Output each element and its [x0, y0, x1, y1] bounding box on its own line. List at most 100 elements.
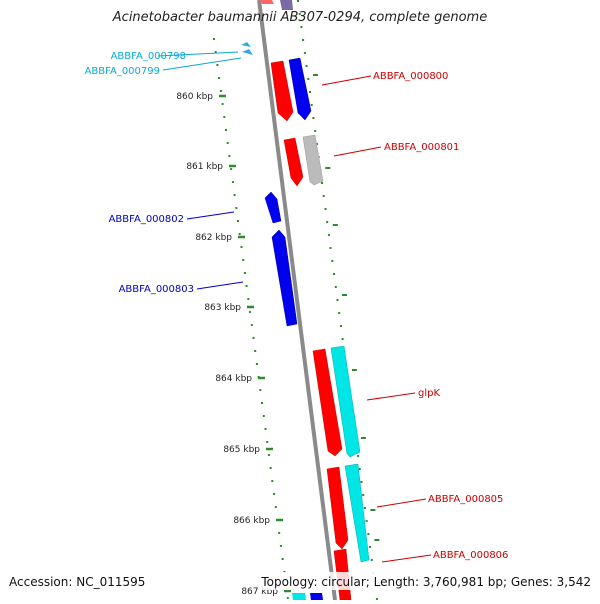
feature-cds-000805-red — [326, 466, 349, 550]
outer-tick-dot — [333, 273, 335, 275]
feature-cds-000803 — [271, 229, 298, 327]
outer-tick-dot — [365, 520, 368, 522]
feature-cds-top-purple — [280, 0, 293, 10]
outer-tick-dot — [339, 325, 342, 327]
outer-tick-dot — [363, 507, 366, 509]
gene-leader-line — [366, 392, 416, 401]
feature-cds-000801-red — [283, 137, 304, 187]
inner-tick-dot — [262, 415, 265, 417]
genome-summary-text: Topology: circular; Length: 3,760,981 bp… — [261, 575, 591, 589]
inner-tick-dot — [254, 350, 257, 352]
outer-tick-dot — [297, 0, 299, 2]
kbp-label: 863 kbp — [204, 303, 241, 313]
map-title: Acinetobacter baumannii AB307-0294, comp… — [112, 10, 488, 25]
outer-tick-dot — [310, 104, 313, 106]
outer-tick-dot — [331, 260, 334, 262]
gene-leader-line — [186, 211, 235, 220]
accession-text: Accession: NC_011595 — [9, 575, 146, 589]
outer-tick-dot — [336, 299, 339, 301]
kbp-label: 864 kbp — [215, 374, 252, 384]
outer-tick-dot — [303, 52, 306, 54]
outer-tick-dot — [358, 468, 361, 470]
feature-cds-000805-cyan — [344, 463, 370, 563]
inner-tick-dot — [216, 64, 219, 66]
feature-cds-glpK-red — [312, 348, 343, 457]
kbp-label: 867 kbp — [241, 587, 278, 597]
feature-cds-000800-red — [270, 60, 294, 122]
outer-tick-dot — [327, 234, 330, 236]
inner-tick-dot — [219, 90, 222, 92]
gene-label: ABBFA_000801 — [384, 142, 459, 153]
kbp-label: 862 kbp — [195, 233, 232, 243]
inner-tick-dot — [278, 532, 281, 534]
inner-tick-dots — [213, 38, 289, 599]
outer-tick-dot — [360, 481, 363, 483]
genome-backbone — [257, 0, 337, 601]
gene-label: ABBFA_000799 — [85, 66, 160, 77]
inner-tick-dot — [274, 506, 277, 508]
inner-tick-dot — [230, 168, 233, 170]
gene-leader-line — [376, 498, 427, 508]
inner-tick-dot — [249, 311, 251, 313]
inner-tick-dot — [214, 51, 217, 53]
outer-tick-dot — [307, 78, 310, 80]
inner-tick-dot — [245, 285, 248, 287]
gene-label: ABBFA_000805 — [428, 494, 503, 505]
gene-label: ABBFA_000798 — [111, 51, 186, 62]
kbp-label: 861 kbp — [186, 162, 223, 172]
inner-tick-dot — [235, 207, 238, 209]
kbp-label: 860 kbp — [176, 92, 213, 102]
outer-tick-dot — [300, 26, 303, 28]
inner-tick-dot — [242, 259, 245, 261]
inner-tick-dot — [233, 194, 236, 196]
gene-label: ABBFA_000803 — [119, 284, 194, 295]
inner-tick-dot — [240, 246, 243, 248]
outer-tick-dot — [369, 546, 372, 548]
outer-tick-dot — [298, 13, 301, 15]
outer-tick-dot — [329, 247, 332, 249]
inner-tick-dot — [223, 116, 226, 118]
outer-tick-dot — [321, 182, 323, 184]
inner-tick-dot — [228, 155, 231, 157]
outer-tick-dot — [312, 117, 315, 119]
gene-leader-line — [333, 146, 382, 157]
gene-label: ABBFA_000800 — [373, 71, 448, 82]
kbp-label: 865 kbp — [223, 445, 260, 455]
inner-tick-dot — [250, 324, 253, 326]
inner-tick-dot — [267, 454, 270, 456]
outer-tick-dot — [305, 65, 308, 67]
inner-tick-dot — [243, 272, 246, 274]
feature-cds-glpK-cyan — [330, 345, 361, 458]
outer-tick-dot — [315, 143, 318, 145]
inner-tick-dot — [273, 493, 276, 495]
inner-tick-dot — [271, 480, 274, 482]
outer-tick-dot — [326, 221, 329, 223]
feature-cds-000801-grey — [302, 134, 324, 186]
feature-cds-bottom-cyan — [292, 593, 306, 600]
gene-leader-line — [157, 51, 239, 57]
inner-tick-dot — [225, 129, 227, 131]
gene-leader-line — [196, 281, 244, 290]
inner-tick-dot — [213, 38, 215, 40]
inner-tick-dot — [255, 363, 258, 365]
inner-tick-dot — [264, 428, 267, 430]
feature-cds-top-red — [260, 0, 274, 4]
outer-tick-dot — [314, 130, 317, 132]
gene-label: glpK — [418, 388, 440, 399]
outer-tick-dot — [309, 91, 311, 93]
kbp-scale: 860 kbp 861 kbp 862 kbp 863 kbp 864 kbp 865 k… — [176, 92, 291, 597]
outer-tick-dot — [357, 455, 360, 457]
inner-tick-dot — [266, 441, 269, 443]
outer-tick-dot — [322, 195, 325, 197]
inner-tick-dot — [231, 181, 234, 183]
outer-tick-dot — [324, 208, 327, 210]
feature-cds-000798 — [241, 42, 251, 47]
inner-tick-dot — [281, 558, 284, 560]
inner-tick-dot — [238, 233, 241, 235]
gene-label: ABBFA_000802 — [109, 214, 184, 225]
inner-tick-dot — [279, 545, 282, 547]
outer-tick-dot — [375, 598, 378, 600]
gene-leader-line — [381, 554, 432, 563]
outer-tick-dot — [341, 338, 344, 340]
